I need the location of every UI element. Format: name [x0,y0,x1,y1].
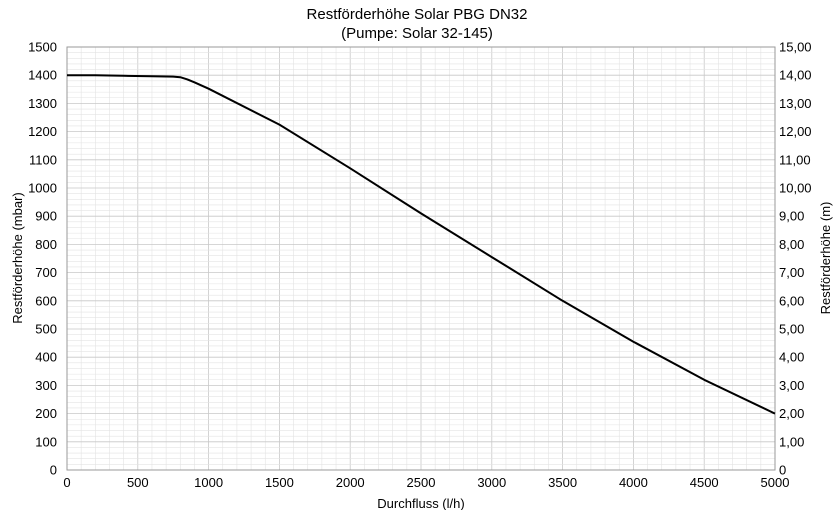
chart-title: Restförderhöhe Solar PBG DN32 [307,6,528,23]
y-tick-label: 200 [35,406,57,421]
y-tick-label: 900 [35,209,57,224]
y2-tick-label: 15,00 [779,40,812,55]
y-tick-labels: 0 100 200 300 400 500 600 700 800 900 1000 1100 1200… [28,40,57,478]
x-tick-label: 5000 [761,475,790,490]
y2-tick-label: 2,00 [779,406,804,421]
chart-subtitle: (Pumpe: Solar 32-145) [341,25,493,42]
y-tick-label: 700 [35,265,57,280]
y-tick-label: 1000 [28,181,57,196]
y2-tick-label: 12,00 [779,124,812,139]
x-tick-label: 1000 [194,475,223,490]
y2-tick-label: 0 [779,463,786,478]
x-tick-label: 4500 [690,475,719,490]
y2-tick-label: 5,00 [779,322,804,337]
x-tick-label: 2500 [407,475,436,490]
y2-tick-label: 10,00 [779,181,812,196]
y-tick-label: 1200 [28,124,57,139]
x-axis-label: Durchfluss (l/h) [377,496,464,510]
x-tick-label: 4000 [619,475,648,490]
y-tick-label: 400 [35,350,57,365]
y-tick-label: 1500 [28,40,57,55]
y2-tick-label: 3,00 [779,378,804,393]
y-tick-label: 0 [50,463,57,478]
y2-tick-label: 14,00 [779,68,812,83]
y2-tick-label: 11,00 [779,152,811,167]
x-tick-label: 3000 [477,475,506,490]
y-tick-label: 800 [35,237,57,252]
y2-axis-label: Restförderhöhe (m) [818,202,833,315]
y-tick-label: 1400 [28,68,57,83]
y2-tick-label: 7,00 [779,265,804,280]
x-tick-label: 1500 [265,475,294,490]
y2-tick-label: 4,00 [779,350,804,365]
x-tick-label: 500 [127,475,149,490]
y2-tick-label: 1,00 [779,434,804,449]
y-tick-label: 300 [35,378,57,393]
y2-tick-label: 13,00 [779,96,812,111]
x-tick-label: 2000 [336,475,365,490]
x-tick-label: 3500 [548,475,577,490]
y2-tick-label: 6,00 [779,293,804,308]
x-tick-label: 0 [63,475,70,490]
y2-tick-labels: 0 1,00 2,00 3,00 4,00 5,00 6,00 7,00 8,00 9,00 10,… [779,40,812,478]
y-tick-label: 600 [35,293,57,308]
y-tick-label: 1300 [28,96,57,111]
y-tick-label: 500 [35,322,57,337]
y-axis-label: Restförderhöhe (mbar) [10,192,25,324]
y2-tick-label: 8,00 [779,237,804,252]
x-tick-labels: 0 500 1000 1500 2000 2500 3000 3500 4000 4500 5000 [63,475,789,490]
y-tick-label: 100 [35,434,57,449]
grid [66,46,776,471]
plot-frame [66,46,776,471]
y-tick-label: 1100 [29,152,57,167]
series-line [67,74,776,415]
y2-tick-label: 9,00 [779,209,804,224]
